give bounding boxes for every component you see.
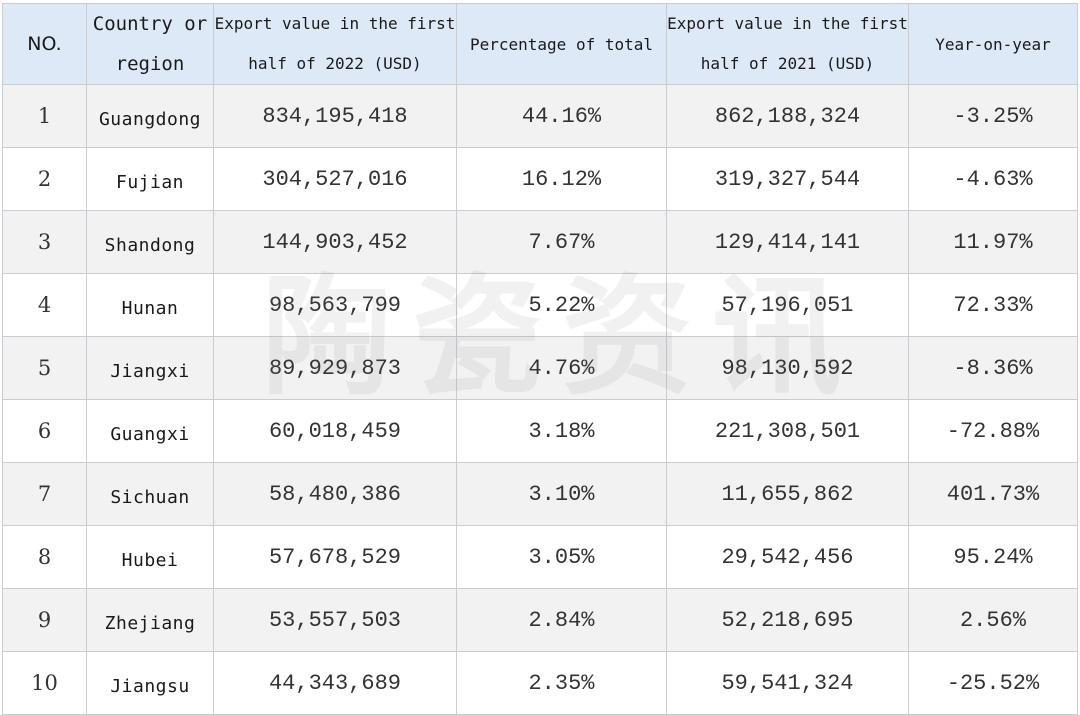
cell-yoy: -3.25% (908, 84, 1078, 148)
cell-export-2022: 60,018,459 (213, 399, 457, 463)
cell-export-2021: 129,414,141 (666, 210, 909, 274)
cell-region: Jiangsu (86, 651, 214, 715)
table-row: 8 Hubei 57,678,529 3.05% 29,542,456 95.24% (2, 525, 1078, 589)
cell-percentage: 5.22% (456, 273, 667, 337)
table-row: 1 Guangdong 834,195,418 44.16% 862,188,324 -3… (2, 84, 1078, 148)
cell-percentage: 2.84% (456, 588, 667, 652)
export-table-container: NO. Country or region Export value in th… (2, 3, 1078, 715)
table-row: 6 Guangxi 60,018,459 3.18% 221,308,501 -72.88… (2, 399, 1078, 463)
cell-yoy: 401.73% (908, 462, 1078, 526)
cell-region: Fujian (86, 147, 214, 211)
cell-export-2022: 44,343,689 (213, 651, 457, 715)
cell-export-2021: 98,130,592 (666, 336, 909, 400)
table-row: 5 Jiangxi 89,929,873 4.76% 98,130,592 -8.36% (2, 336, 1078, 400)
header-export-2021: Export value in the first half of 2021 (… (666, 3, 909, 85)
cell-no: 1 (2, 84, 87, 148)
cell-no: 9 (2, 588, 87, 652)
header-no: NO. (2, 3, 87, 85)
cell-export-2022: 57,678,529 (213, 525, 457, 589)
cell-yoy: 11.97% (908, 210, 1078, 274)
cell-export-2022: 834,195,418 (213, 84, 457, 148)
cell-percentage: 7.67% (456, 210, 667, 274)
cell-yoy: 2.56% (908, 588, 1078, 652)
table-row: 10 Jiangsu 44,343,689 2.35% 59,541,324 -25.52… (2, 651, 1078, 715)
cell-export-2021: 862,188,324 (666, 84, 909, 148)
cell-region: Guangxi (86, 399, 214, 463)
cell-no: 10 (2, 651, 87, 715)
cell-percentage: 16.12% (456, 147, 667, 211)
cell-no: 6 (2, 399, 87, 463)
cell-region: Shandong (86, 210, 214, 274)
cell-no: 7 (2, 462, 87, 526)
cell-no: 5 (2, 336, 87, 400)
cell-export-2021: 29,542,456 (666, 525, 909, 589)
cell-percentage: 2.35% (456, 651, 667, 715)
header-percentage: Percentage of total (456, 3, 667, 85)
cell-region: Jiangxi (86, 336, 214, 400)
table-row: 4 Hunan 98,563,799 5.22% 57,196,051 72.33% (2, 273, 1078, 337)
table-header: NO. Country or region Export value in th… (2, 3, 1078, 85)
cell-export-2022: 304,527,016 (213, 147, 457, 211)
cell-percentage: 3.10% (456, 462, 667, 526)
header-region: Country or region (86, 3, 214, 85)
cell-percentage: 3.05% (456, 525, 667, 589)
cell-yoy: -25.52% (908, 651, 1078, 715)
table-row: 2 Fujian 304,527,016 16.12% 319,327,544 -4.63… (2, 147, 1078, 211)
cell-yoy: -4.63% (908, 147, 1078, 211)
table-row: 3 Shandong 144,903,452 7.67% 129,414,141 11.9… (2, 210, 1078, 274)
cell-region: Hunan (86, 273, 214, 337)
cell-export-2022: 53,557,503 (213, 588, 457, 652)
cell-export-2021: 319,327,544 (666, 147, 909, 211)
cell-yoy: 95.24% (908, 525, 1078, 589)
cell-export-2022: 58,480,386 (213, 462, 457, 526)
cell-no: 3 (2, 210, 87, 274)
cell-no: 8 (2, 525, 87, 589)
table-body: 1 Guangdong 834,195,418 44.16% 862,188,324 -3… (2, 84, 1078, 715)
cell-yoy: 72.33% (908, 273, 1078, 337)
cell-yoy: -72.88% (908, 399, 1078, 463)
header-row: NO. Country or region Export value in th… (2, 3, 1078, 85)
cell-export-2021: 221,308,501 (666, 399, 909, 463)
cell-region: Sichuan (86, 462, 214, 526)
cell-export-2021: 11,655,862 (666, 462, 909, 526)
cell-export-2022: 98,563,799 (213, 273, 457, 337)
cell-no: 4 (2, 273, 87, 337)
header-yoy: Year-on-year (908, 3, 1078, 85)
cell-yoy: -8.36% (908, 336, 1078, 400)
table-row: 9 Zhejiang 53,557,503 2.84% 52,218,695 2.56% (2, 588, 1078, 652)
cell-percentage: 44.16% (456, 84, 667, 148)
cell-region: Zhejiang (86, 588, 214, 652)
header-export-2022: Export value in the first half of 2022 (… (213, 3, 457, 85)
cell-region: Hubei (86, 525, 214, 589)
cell-percentage: 3.18% (456, 399, 667, 463)
cell-percentage: 4.76% (456, 336, 667, 400)
cell-region: Guangdong (86, 84, 214, 148)
cell-export-2022: 89,929,873 (213, 336, 457, 400)
table-row: 7 Sichuan 58,480,386 3.10% 11,655,862 401.73% (2, 462, 1078, 526)
cell-export-2022: 144,903,452 (213, 210, 457, 274)
cell-export-2021: 59,541,324 (666, 651, 909, 715)
export-table: NO. Country or region Export value in th… (2, 3, 1078, 715)
cell-no: 2 (2, 147, 87, 211)
cell-export-2021: 57,196,051 (666, 273, 909, 337)
cell-export-2021: 52,218,695 (666, 588, 909, 652)
